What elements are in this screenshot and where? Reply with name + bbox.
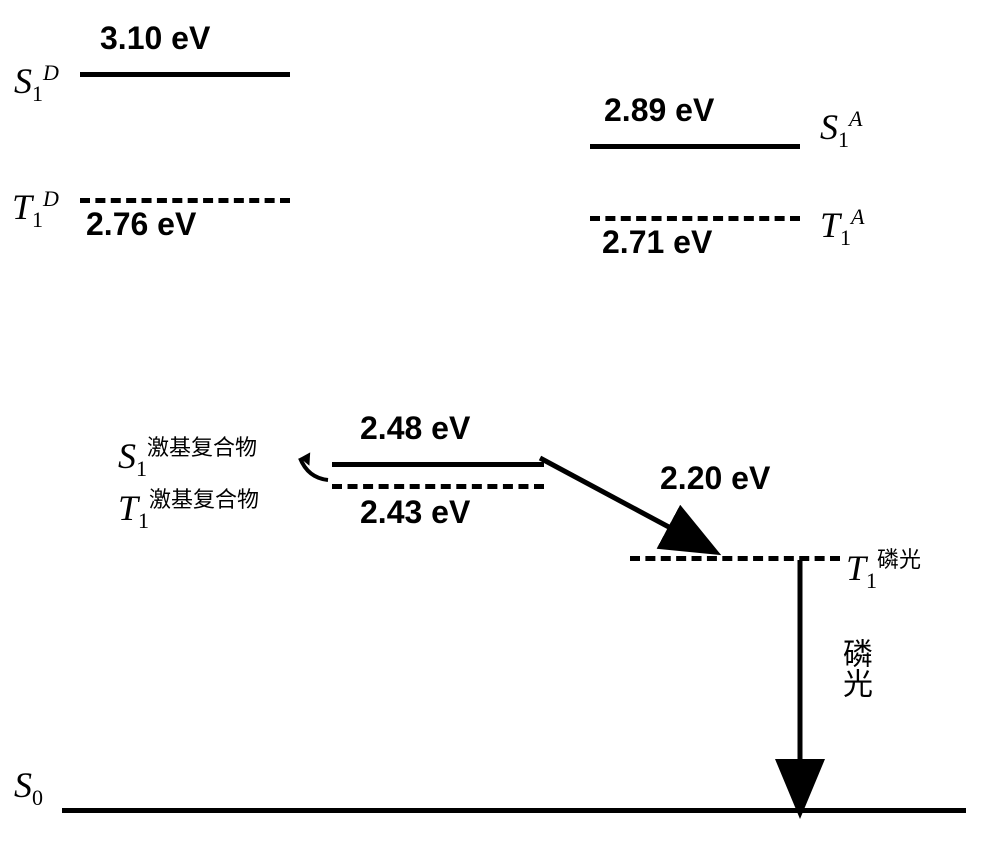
phosphorescence-label: 磷光 — [832, 638, 876, 698]
phosphorescence-arrow-icon — [0, 0, 1000, 844]
